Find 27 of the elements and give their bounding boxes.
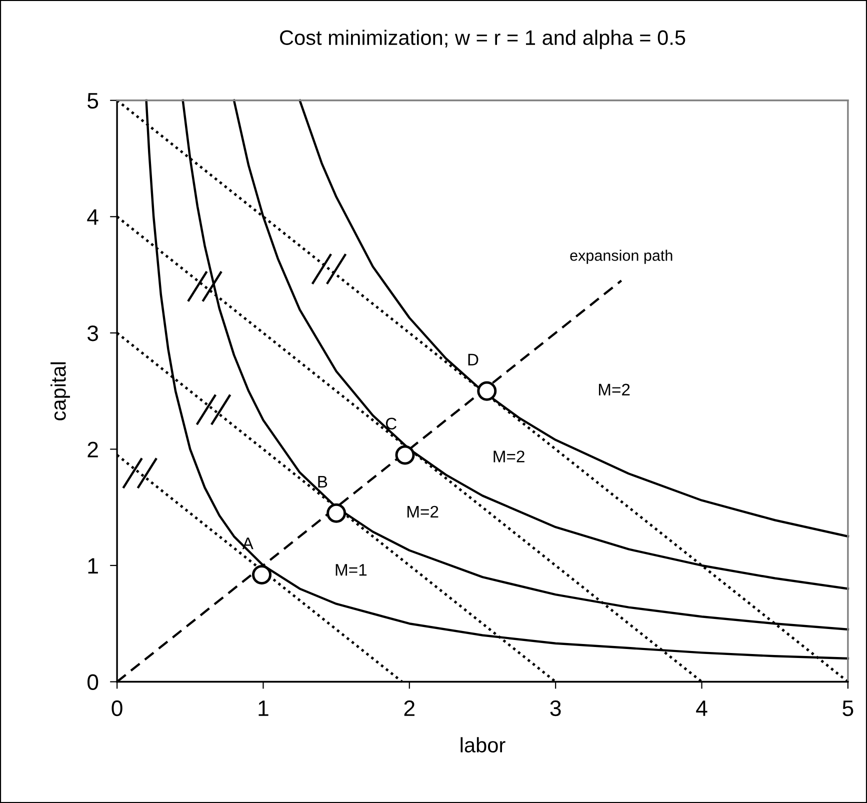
annotation: expansion path [570,250,672,264]
annotation: M=2 [494,450,524,462]
annotation: M=1 [336,564,367,576]
chart-title: Cost minimization; w = r = 1 and alpha = 0.5 [280,30,686,50]
x-tick-label: 3 [550,700,561,716]
x-axis-title: labor [460,737,506,752]
point [326,503,346,523]
x-tick-label: 2 [404,700,414,716]
point [477,381,497,401]
y-tick-label: 2 [88,442,98,458]
annotation: D [468,354,478,366]
x-tick-label: 1 [258,700,268,716]
y-tick-label: 4 [87,209,98,225]
point [252,565,272,585]
point [395,445,415,465]
annotation: C [386,418,397,430]
x-tick-label: 4 [696,700,708,716]
x-tick-label: 5 [842,700,854,716]
annotation: M=2 [407,506,438,518]
annotation: M=2 [598,384,630,396]
y-tick-label: 3 [87,325,98,342]
y-tick-label: 1 [88,558,98,574]
x-tick-label: 0 [112,700,122,716]
y-axis-title: capital [50,362,70,420]
annotation: B [318,476,328,488]
y-tick-label: 5 [88,93,98,109]
y-tick-label: 0 [88,674,98,690]
